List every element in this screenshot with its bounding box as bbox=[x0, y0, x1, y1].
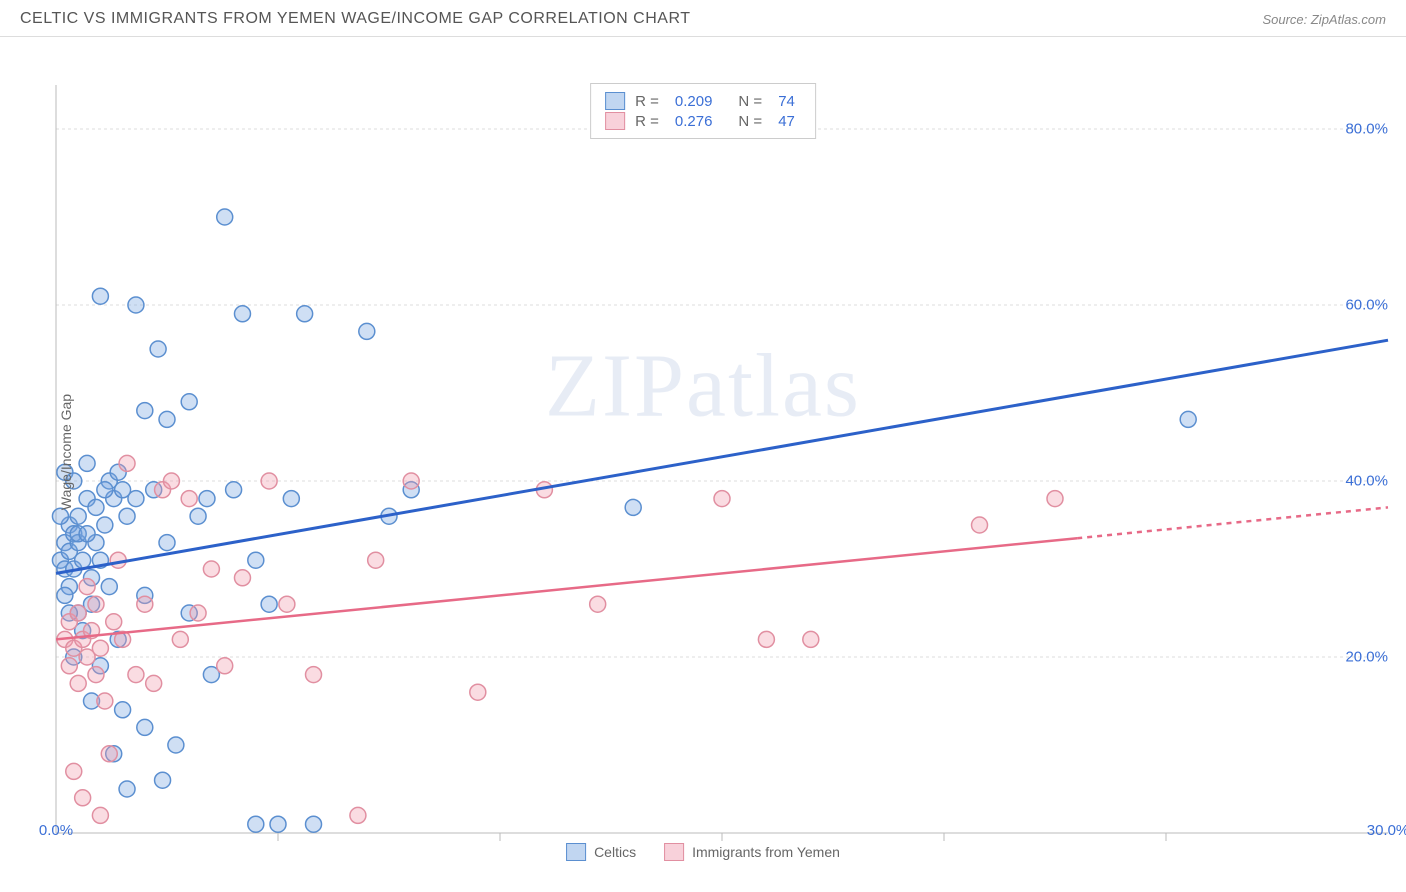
source-prefix: Source: bbox=[1262, 12, 1310, 27]
y-tick-label: 40.0% bbox=[1345, 473, 1388, 490]
x-tick-label: 30.0% bbox=[1367, 822, 1406, 839]
y-tick-label: 60.0% bbox=[1345, 297, 1388, 314]
legend-item: Celtics bbox=[566, 843, 636, 861]
legend-n-value: 74 bbox=[778, 93, 795, 110]
legend-r-label: R = bbox=[635, 93, 659, 110]
y-axis-label: Wage/Income Gap bbox=[58, 394, 74, 510]
chart-area: Wage/Income Gap ZIPatlas R =0.209N =74R … bbox=[0, 37, 1406, 867]
legend-label: Immigrants from Yemen bbox=[692, 844, 840, 860]
source-name: ZipAtlas.com bbox=[1311, 12, 1386, 27]
legend-n-label: N = bbox=[738, 93, 762, 110]
legend-row: R = 0.276 N = 47 bbox=[605, 112, 801, 130]
x-tick-label: 0.0% bbox=[39, 822, 73, 839]
y-tick-label: 20.0% bbox=[1345, 649, 1388, 666]
legend-r-label: R = bbox=[635, 113, 659, 130]
chart-source: Source: ZipAtlas.com bbox=[1262, 12, 1386, 27]
legend-n-value: 47 bbox=[778, 113, 795, 130]
chart-header: CELTIC VS IMMIGRANTS FROM YEMEN WAGE/INC… bbox=[0, 0, 1406, 37]
y-tick-label: 80.0% bbox=[1345, 121, 1388, 138]
series-legend: Celtics Immigrants from Yemen bbox=[566, 843, 840, 861]
legend-r-value: 0.276 bbox=[675, 113, 713, 130]
legend-swatch bbox=[566, 843, 586, 861]
legend-row: R = 0.209 N = 74 bbox=[605, 92, 801, 110]
legend-item: Immigrants from Yemen bbox=[664, 843, 840, 861]
legend-swatch bbox=[605, 92, 625, 110]
legend-n-label: N = bbox=[738, 113, 762, 130]
legend-swatch bbox=[605, 112, 625, 130]
scatter-chart bbox=[0, 37, 1406, 867]
legend-r-value: 0.209 bbox=[675, 93, 713, 110]
correlation-legend: R = 0.209 N = 74 R = 0.276 N = 47 bbox=[590, 83, 816, 139]
chart-title: CELTIC VS IMMIGRANTS FROM YEMEN WAGE/INC… bbox=[20, 10, 691, 28]
legend-label: Celtics bbox=[594, 844, 636, 860]
legend-swatch bbox=[664, 843, 684, 861]
